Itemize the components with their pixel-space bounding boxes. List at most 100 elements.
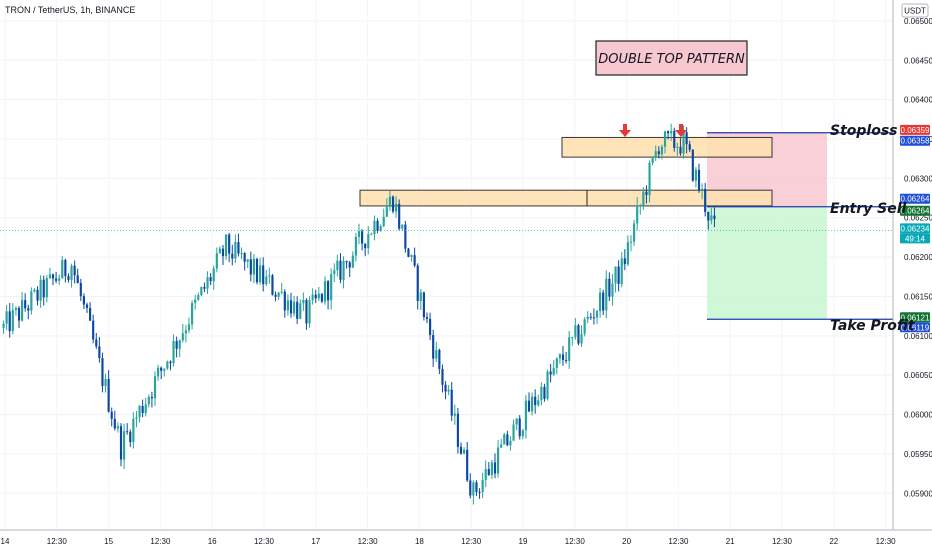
- candle-body: [302, 299, 305, 304]
- candle-body: [694, 169, 697, 181]
- candle-body: [209, 277, 212, 282]
- candle-body: [472, 482, 475, 496]
- candle-body: [240, 253, 243, 255]
- candle-body: [509, 440, 512, 446]
- candle-body: [113, 418, 116, 429]
- candle-body: [599, 292, 602, 312]
- candle-body: [670, 130, 673, 134]
- price-tick-label: 0.06100: [904, 332, 932, 341]
- candle-body: [277, 292, 280, 297]
- candle-body: [228, 234, 231, 254]
- candle-body: [385, 206, 388, 217]
- candle-body: [218, 248, 221, 254]
- take-profit-area: [707, 206, 827, 320]
- candle-body: [39, 279, 42, 301]
- candle-body: [413, 255, 416, 266]
- candle-body: [206, 277, 209, 289]
- candle-body: [348, 262, 351, 268]
- candle-body: [237, 242, 240, 254]
- candle-body: [144, 404, 147, 414]
- candle-body: [58, 278, 61, 281]
- candle-body: [323, 281, 327, 302]
- candle-body: [707, 211, 710, 221]
- candle-body: [150, 396, 153, 399]
- candle-body: [67, 276, 70, 280]
- candle-body: [361, 231, 364, 244]
- candle-body: [296, 301, 299, 319]
- down-arrow-icon: [619, 130, 631, 137]
- time-tick-label: 12:30: [47, 537, 68, 546]
- grid-lines: [0, 0, 893, 530]
- candle-body: [178, 340, 181, 349]
- candle-body: [42, 279, 45, 298]
- candle-body: [314, 294, 317, 299]
- price-tick-label: 0.06200: [904, 253, 932, 262]
- candle-body: [633, 223, 636, 242]
- candle-body: [605, 278, 608, 311]
- candle-body: [51, 274, 55, 279]
- candle-body: [123, 431, 126, 460]
- candle-body: [626, 242, 629, 265]
- candle-body: [33, 289, 36, 292]
- candle-body: [565, 360, 568, 362]
- price-tag-label: 0.06264: [901, 195, 930, 204]
- candle-body: [255, 258, 259, 283]
- price-tag-label: 0.06119: [901, 323, 930, 332]
- price-tick-label: 0.06250: [904, 214, 932, 223]
- candle-body: [435, 349, 438, 359]
- candle-body: [691, 149, 694, 181]
- candle-body: [85, 304, 89, 308]
- candle-body: [24, 300, 27, 309]
- candle-body: [262, 265, 265, 285]
- candle-body: [271, 275, 274, 295]
- time-tick-label: 12:30: [668, 537, 689, 546]
- candle-body: [104, 378, 107, 387]
- price-tag-label: 0.06359: [901, 126, 930, 135]
- candle-body: [126, 431, 129, 433]
- candle-body: [704, 188, 707, 212]
- candle-body: [608, 278, 611, 297]
- candle-body: [259, 265, 262, 283]
- candle-body: [194, 299, 197, 304]
- candle-body: [138, 405, 141, 418]
- candle-body: [382, 216, 385, 227]
- candle-body: [203, 286, 206, 289]
- price-tick-label: 0.05950: [904, 450, 932, 459]
- candle-body: [583, 319, 586, 334]
- candle-body: [357, 231, 361, 237]
- candle-body: [351, 255, 354, 268]
- candle-body: [367, 234, 370, 249]
- candle-body: [623, 258, 626, 265]
- candle-body: [119, 426, 123, 460]
- arrow-shaft: [679, 124, 683, 130]
- candle-body: [283, 291, 286, 311]
- candle-body: [555, 358, 558, 369]
- currency-button[interactable]: [901, 3, 929, 18]
- candle-body: [110, 411, 113, 419]
- candle-body: [617, 266, 620, 284]
- candle-body: [639, 205, 642, 207]
- candle-body: [429, 318, 432, 336]
- candle-body: [552, 368, 555, 375]
- entry-sell-label: Entry Sell: [830, 201, 907, 217]
- candle-body: [147, 396, 150, 405]
- price-tick-label: 0.06150: [904, 292, 932, 301]
- candle-body: [648, 162, 651, 195]
- price-axis-panel[interactable]: [893, 0, 932, 550]
- candle-body: [527, 400, 531, 412]
- candle-body: [602, 292, 605, 311]
- pattern-zones: [359, 136, 773, 207]
- candle-body: [697, 169, 701, 191]
- candle-body: [2, 323, 5, 328]
- candle-body: [484, 469, 487, 480]
- candle-body: [286, 300, 289, 311]
- candle-body: [444, 384, 447, 392]
- candle-body: [651, 157, 654, 163]
- candle-body: [580, 333, 583, 344]
- candle-body: [141, 405, 144, 414]
- candle-body: [469, 480, 472, 496]
- candle-body: [497, 447, 500, 474]
- candle-body: [537, 400, 540, 406]
- trade-levels: [0, 132, 893, 320]
